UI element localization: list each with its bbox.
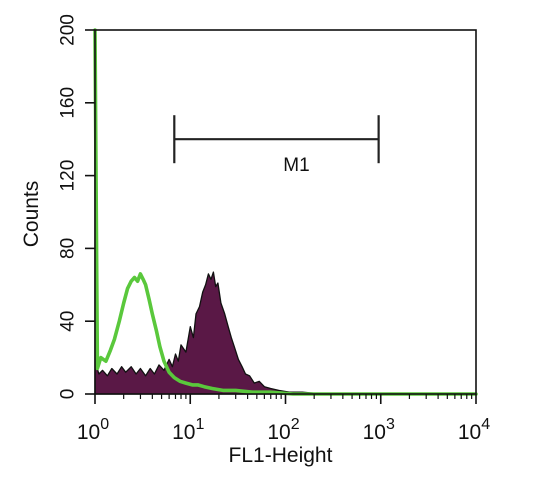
x-tick-label: 104 [458,416,490,444]
y-axis: 0 40 80 120 160 200 [58,14,95,400]
filled-histogram-layer [94,29,477,395]
x-tick-label: 101 [172,416,204,444]
x-axis-title: FL1-Height [229,444,333,467]
plot-frame [94,29,477,395]
x-axis: 100 101 102 103 104 [77,394,490,444]
marker-label: M1 [283,155,309,176]
y-tick-label: 160 [58,87,79,119]
y-tick-label: 120 [58,160,79,192]
filled-histogram-series [94,29,477,395]
marker-m1: M1 [173,115,380,176]
y-tick-label: 0 [58,389,79,400]
x-tick-label: 103 [363,416,395,444]
y-tick-label: 200 [58,14,79,46]
line-histogram-series [93,28,478,396]
x-tick-label: 102 [267,416,299,444]
line-histogram-layer [93,28,478,396]
x-tick-label: 100 [77,416,109,444]
y-axis-title: Counts [20,181,43,248]
y-tick-label: 40 [58,311,79,332]
y-tick-label: 80 [58,238,79,259]
